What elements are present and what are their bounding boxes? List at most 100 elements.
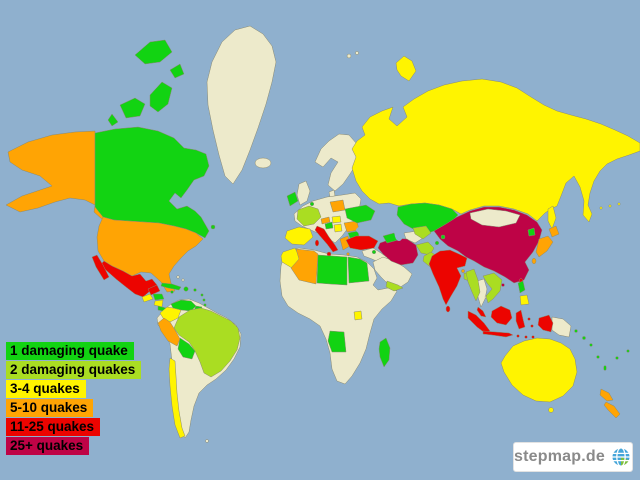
region-iberia	[284, 226, 314, 246]
region-brazil	[173, 307, 241, 378]
caspian-sea	[394, 225, 404, 241]
region-greenland	[206, 25, 277, 185]
region-tajikistan	[434, 240, 440, 246]
region-guatemala	[141, 293, 154, 303]
region-baja-california	[91, 254, 110, 281]
region-japan-hokkaido	[548, 225, 560, 238]
region-honduras	[152, 293, 165, 301]
region-new-zealand-south	[603, 401, 621, 419]
region-japan-kyushu	[531, 257, 537, 265]
legend: 1 damaging quake 2 damaging quakes 3-4 q…	[6, 342, 142, 456]
region-pacific-island	[626, 349, 630, 353]
region-borneo	[490, 305, 513, 326]
region-myanmar	[465, 268, 481, 302]
region-malaysia	[476, 306, 487, 318]
legend-item-11-25: 11-25 quakes	[6, 418, 101, 436]
region-yemen	[385, 280, 404, 292]
region-algeria	[290, 248, 319, 285]
region-uganda	[353, 310, 363, 321]
region-kuril-2	[608, 204, 612, 208]
region-sri-lanka	[445, 305, 451, 313]
region-kuril-1	[599, 206, 603, 210]
region-maluku-2	[530, 324, 534, 328]
region-belgium	[309, 201, 315, 207]
region-india	[428, 249, 468, 306]
region-cuba	[160, 282, 182, 291]
region-japan-honshu	[535, 235, 554, 258]
region-iceland	[254, 157, 272, 169]
region-hungary	[331, 215, 342, 224]
region-north-korea	[527, 227, 536, 237]
region-arctic-island-small-1	[107, 113, 119, 127]
region-bahamas-1	[176, 275, 180, 279]
region-lesser-sunda-1	[516, 334, 520, 338]
region-new-zealand-north	[599, 388, 614, 402]
region-mongolia	[469, 208, 521, 228]
legend-item-3-4: 3-4 quakes	[6, 380, 86, 398]
region-arctic-island-small-2	[169, 63, 185, 79]
region-austria	[320, 216, 331, 225]
region-china	[433, 206, 543, 284]
region-falkland	[205, 439, 209, 443]
region-kyrgyzstan	[440, 234, 446, 240]
region-uzbekistan	[412, 225, 432, 240]
region-lesser-antilles-2	[202, 298, 206, 302]
region-vanuatu-2	[596, 355, 600, 359]
region-afghanistan	[415, 241, 435, 256]
region-egypt	[347, 256, 370, 284]
stepmap-logo-text: stepmap.de	[514, 448, 605, 465]
region-serbia	[333, 223, 343, 233]
region-solomon	[582, 336, 586, 340]
region-new-caledonia	[603, 365, 607, 371]
stepmap-logo[interactable]: stepmap.de	[513, 442, 633, 472]
region-levant	[371, 249, 377, 255]
region-lesser-antilles-3	[203, 303, 207, 307]
region-tasmania	[548, 407, 554, 413]
region-lesser-sunda-3	[531, 335, 535, 339]
region-new-britain	[574, 329, 578, 333]
region-russia	[351, 78, 640, 223]
region-papua-new-guinea	[551, 316, 572, 338]
region-chile	[168, 357, 186, 439]
region-hispaniola	[183, 286, 189, 292]
region-lesser-sunda-2	[524, 335, 528, 339]
region-luzon	[517, 280, 526, 294]
region-sulawesi	[515, 309, 526, 330]
region-svalbard-1	[346, 53, 352, 59]
region-novaya-zemlya	[395, 55, 417, 82]
region-maluku-1	[527, 317, 531, 321]
region-poland	[329, 199, 346, 213]
region-yucatan	[147, 284, 161, 296]
region-sardinia	[314, 239, 320, 247]
region-bhutan	[461, 269, 465, 273]
region-arctic-island-ellesmere	[134, 39, 173, 65]
region-philippines-south	[519, 294, 530, 306]
region-sakhalin	[547, 205, 557, 230]
legend-item-1-quake: 1 damaging quake	[6, 342, 134, 360]
region-croatia	[324, 221, 334, 230]
legend-item-25-plus: 25+ quakes	[6, 437, 90, 455]
region-hainan	[501, 283, 505, 287]
region-arctic-island-baffin	[149, 81, 173, 113]
region-libya	[316, 254, 348, 286]
region-australia	[500, 337, 578, 403]
region-ireland	[286, 191, 299, 207]
region-alaska	[5, 130, 96, 213]
region-iran	[377, 237, 419, 266]
region-bolivia	[177, 337, 196, 360]
globe-icon	[611, 447, 631, 467]
region-west-papua	[537, 314, 554, 333]
region-jamaica	[170, 290, 174, 294]
region-sumatra	[467, 310, 491, 334]
region-fiji	[615, 356, 619, 360]
region-angola	[327, 330, 347, 353]
legend-item-5-10: 5-10 quakes	[6, 399, 94, 417]
region-newfoundland	[210, 224, 216, 230]
region-turkey	[345, 235, 379, 251]
region-bahamas-2	[181, 278, 185, 282]
region-java	[482, 330, 514, 338]
region-vanuatu-1	[589, 343, 593, 347]
region-puerto-rico	[193, 288, 197, 292]
region-laos-vietnam	[482, 272, 503, 304]
